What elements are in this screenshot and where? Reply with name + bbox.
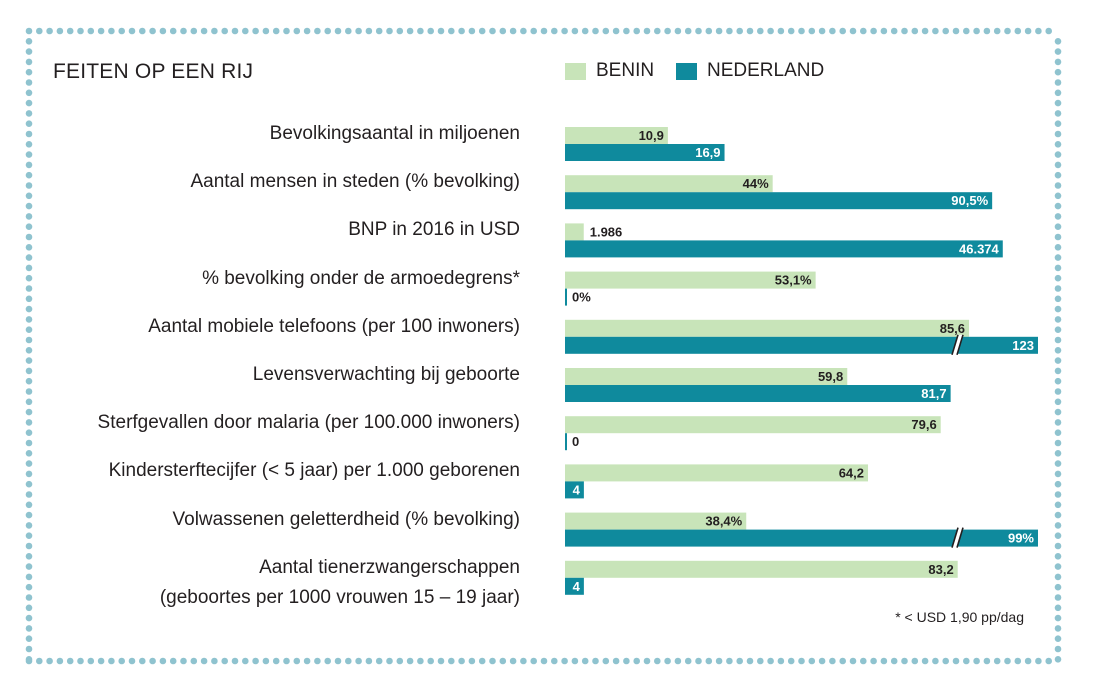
bar-nederland (565, 481, 584, 499)
value-label: 90,5% (951, 193, 988, 208)
bar-benin (565, 464, 869, 482)
value-label: 81,7 (921, 386, 946, 401)
bar-benin (565, 512, 747, 530)
value-label: 64,2 (839, 465, 864, 480)
value-label: 0 (572, 434, 579, 449)
bar-benin (565, 560, 958, 578)
value-label: 0% (572, 290, 591, 305)
legend-swatch-benin (565, 62, 586, 80)
value-label: 79,6 (911, 417, 936, 432)
bar-nederland (565, 385, 951, 402)
value-label: 99% (1008, 531, 1034, 546)
category-label: Aantal mobiele telefoons (per 100 inwone… (148, 315, 520, 337)
bar-benin (565, 271, 816, 289)
value-label: 1.986 (590, 224, 623, 239)
bar-benin (565, 127, 668, 144)
value-label: 59,8 (818, 369, 843, 384)
bar-benin (565, 223, 584, 241)
bar-benin (565, 319, 970, 337)
bar-nederland (565, 577, 584, 595)
chart-title: FEITEN OP EEN RIJ (53, 60, 254, 83)
value-label: 4 (573, 482, 581, 497)
category-label: Sterfgevallen door malaria (per 100.000 … (97, 412, 520, 434)
bar-nederland (565, 336, 1038, 354)
value-label: 85,6 (940, 321, 965, 336)
category-label: Aantal mensen in steden (% bevolking) (190, 171, 520, 193)
footnote: * < USD 1,90 pp/dag (895, 609, 1024, 625)
bar-benin (565, 416, 941, 434)
bar-nederland (565, 288, 567, 306)
value-label: 38,4% (705, 514, 742, 529)
legend-item-benin: BENIN (565, 60, 654, 82)
category-label: Levensverwachting bij geboorte (252, 364, 520, 385)
legend-swatch-nederland (676, 62, 697, 80)
legend-label-benin: BENIN (596, 60, 655, 81)
legend-label-nederland: NEDERLAND (707, 60, 825, 81)
bar-nederland (565, 240, 1003, 258)
category-label: Aantal tienerzwangerschappen (259, 556, 520, 578)
bar-nederland (565, 529, 1038, 547)
category-label: Bevolkingsaantal in miljoenen (269, 123, 520, 144)
category-label: Kindersterftecijfer (< 5 jaar) per 1.000… (108, 460, 520, 482)
legend-item-nederland: NEDERLAND (676, 60, 824, 82)
bar-nederland (565, 144, 725, 161)
value-label: 46.374 (959, 241, 1000, 256)
bar-nederland (565, 433, 567, 451)
value-label: 4 (573, 579, 581, 594)
category-label: (geboortes per 1000 vrouwen 15 – 19 jaar… (159, 586, 520, 608)
value-label: 44% (743, 176, 769, 191)
bar-benin (565, 368, 848, 385)
bar-nederland (565, 192, 993, 210)
category-label: Volwassenen geletterdheid (% bevolking) (172, 508, 521, 530)
value-label: 83,2 (928, 562, 953, 577)
category-label: BNP in 2016 in USD (348, 219, 520, 241)
value-label: 123 (1012, 338, 1034, 353)
value-label: 53,1% (775, 273, 812, 288)
category-label: % bevolking onder de armoedegrens* (202, 267, 520, 289)
axis-break-mark (951, 334, 964, 356)
value-label: 10,9 (639, 128, 664, 143)
axis-break-mark (951, 527, 964, 548)
bar-benin (565, 175, 773, 193)
value-label: 16,9 (695, 145, 720, 160)
